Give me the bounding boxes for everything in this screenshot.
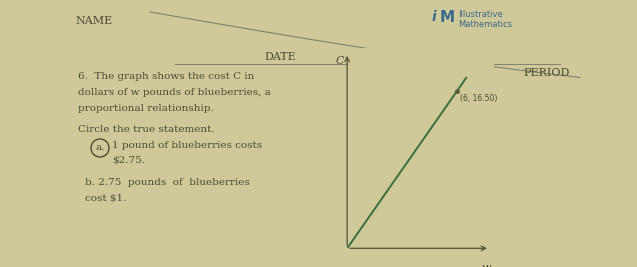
Text: NAME: NAME — [75, 16, 112, 26]
Text: Mathematics: Mathematics — [458, 20, 512, 29]
Text: (6, 16.50): (6, 16.50) — [460, 94, 497, 103]
Text: 6.  The graph shows the cost C in: 6. The graph shows the cost C in — [78, 72, 254, 81]
Text: 1 pound of blueberries costs: 1 pound of blueberries costs — [112, 141, 262, 150]
Text: proportional relationship.: proportional relationship. — [78, 104, 214, 113]
Text: w: w — [482, 263, 491, 267]
Text: dollars of w pounds of blueberries, a: dollars of w pounds of blueberries, a — [78, 88, 271, 97]
Text: i: i — [432, 10, 437, 24]
Text: C: C — [336, 56, 344, 66]
Text: cost $1.: cost $1. — [85, 193, 126, 202]
Text: PERIOD: PERIOD — [524, 68, 570, 78]
Text: b. 2.75  pounds  of  blueberries: b. 2.75 pounds of blueberries — [85, 178, 250, 187]
Text: DATE: DATE — [264, 52, 296, 62]
Text: Circle the true statement.: Circle the true statement. — [78, 125, 215, 134]
Text: Illustrative: Illustrative — [458, 10, 503, 19]
Text: $2.75.: $2.75. — [112, 155, 145, 164]
Text: M: M — [440, 10, 455, 25]
Text: a.: a. — [96, 143, 104, 152]
